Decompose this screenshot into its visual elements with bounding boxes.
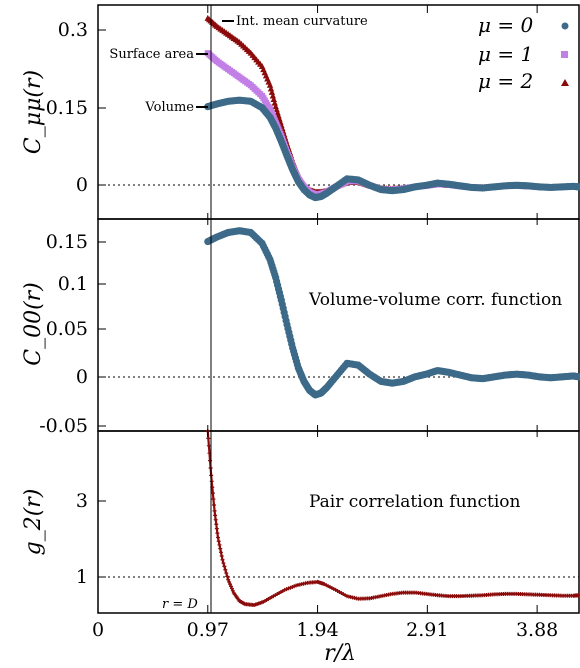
data-point	[218, 550, 223, 555]
panel-middle-ylabel: C_00(r)	[21, 282, 46, 366]
panel-top-ylabel: C_μμ(r)	[21, 70, 46, 154]
panel-top-marks	[204, 14, 580, 202]
panel-bottom-ylabel: g_2(r)	[21, 489, 46, 556]
panel-middle-title: Volume-volume corr. function	[308, 290, 562, 310]
panel-middle-marks	[204, 227, 580, 399]
series-line	[206, 430, 580, 607]
panel-top-ytick-label: 0.3	[58, 19, 88, 41]
data-point	[266, 81, 274, 88]
x-tick-label: 0.97	[187, 619, 229, 641]
data-point	[213, 513, 218, 518]
data-point	[216, 539, 221, 544]
data-point	[214, 526, 219, 531]
panel-middle-ytick-label: 0.1	[58, 273, 88, 295]
data-point	[222, 564, 227, 569]
panel-bottom-frame	[97, 430, 580, 614]
x-tick-label: 1.94	[296, 619, 338, 641]
legend-entry-mu2: μ = 2	[478, 69, 533, 93]
data-point	[268, 88, 276, 95]
data-point	[212, 502, 217, 507]
data-point	[217, 542, 222, 547]
data-point	[213, 517, 218, 522]
data-point	[227, 579, 232, 584]
panel-middle: -0.05 0 0.05 0.1 0.15 C_00(r) Volume-vol…	[21, 218, 580, 437]
panel-middle-ytick-label: -0.05	[39, 415, 88, 437]
panel-top: 0 0.15 0.3 C_μμ(r) Int. mean curvature S…	[21, 4, 580, 220]
data-point	[575, 183, 580, 191]
data-point	[218, 546, 223, 551]
panel-bottom: 1 3 g_2(r) Pair correlation function r =…	[21, 429, 580, 614]
panel-middle-ytick-label: 0.05	[46, 318, 88, 340]
panel-bottom-ytick-label: 1	[76, 566, 88, 588]
panel-middle-ytick-label: 0	[76, 366, 88, 388]
data-point	[225, 574, 230, 579]
data-point	[575, 373, 580, 381]
data-point	[229, 586, 234, 591]
annotation-surface-area: Surface area	[109, 47, 194, 62]
data-point	[206, 436, 211, 441]
panel-top-ytick-label: 0	[76, 174, 88, 196]
data-point	[206, 443, 211, 448]
data-point	[210, 491, 215, 496]
data-point	[221, 561, 226, 566]
legend: μ = 0 μ = 1 μ = 2	[478, 13, 569, 93]
legend-marker-mu0	[561, 22, 569, 30]
data-point	[267, 85, 275, 92]
data-point	[215, 535, 220, 540]
legend-entry-mu1: μ = 1	[478, 42, 533, 66]
data-point	[577, 593, 580, 598]
panel-top-ytick-label: 0.15	[46, 97, 88, 119]
panel-bottom-ytick-label: 3	[76, 490, 88, 512]
data-point	[226, 577, 231, 582]
data-point	[219, 554, 224, 559]
legend-entry-mu0: μ = 0	[478, 13, 533, 37]
panel-bottom-marks	[205, 429, 580, 608]
panel-bottom-title: Pair correlation function	[309, 492, 520, 512]
data-point	[228, 582, 233, 587]
data-point	[228, 584, 233, 589]
data-point	[211, 497, 216, 502]
data-point	[214, 522, 219, 527]
data-point	[230, 588, 235, 593]
panel-middle-ytick-label: 0.15	[46, 231, 88, 253]
legend-marker-mu2	[561, 79, 569, 86]
vline-label: r = D	[162, 597, 198, 612]
annotation-int-mean-curvature: Int. mean curvature	[236, 14, 368, 29]
data-point	[215, 531, 220, 536]
data-point	[220, 557, 225, 562]
x-tick-label: 0	[92, 619, 104, 641]
panel-middle-frame	[97, 218, 580, 432]
data-point	[223, 567, 228, 572]
x-axis-label: r/λ	[324, 641, 356, 666]
x-tick-label: 3.88	[516, 619, 558, 641]
legend-marker-mu1	[561, 51, 568, 58]
data-point	[271, 99, 278, 106]
data-point	[209, 479, 214, 484]
data-point	[212, 508, 217, 513]
data-point	[270, 96, 278, 103]
data-point	[224, 571, 229, 576]
annotation-volume: Volume	[144, 100, 194, 115]
x-axis: 0 0.97 1.94 2.91 3.88	[92, 5, 558, 641]
x-tick-label: 2.91	[406, 619, 448, 641]
data-point	[269, 92, 277, 99]
